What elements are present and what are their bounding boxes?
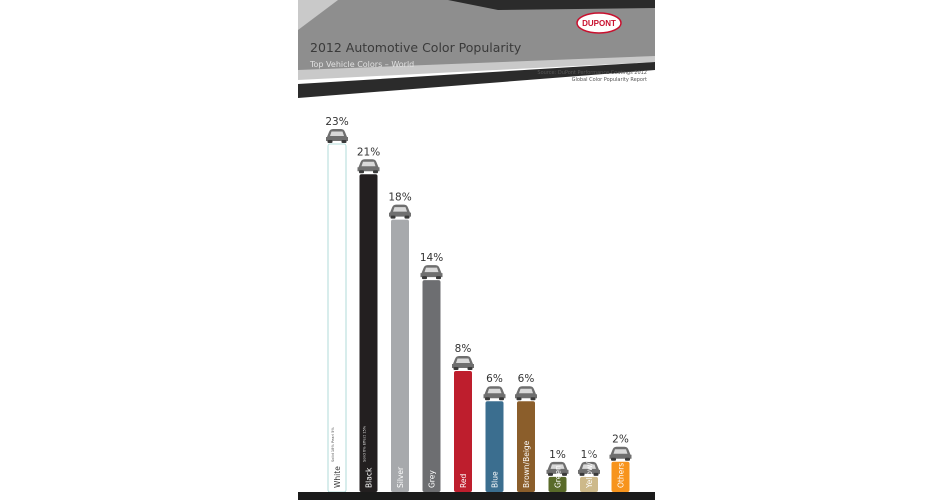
car-icon: [609, 446, 632, 461]
bar-yellow-gold: [580, 476, 598, 492]
category-label: Grey: [428, 470, 437, 488]
value-label: 2%: [612, 434, 629, 446]
car-windshield: [393, 207, 407, 212]
finish-breakdown-label: Solid 6% Effect 15%: [363, 425, 367, 462]
value-label: 14%: [420, 252, 443, 264]
car-wheel: [530, 397, 536, 401]
car-wheel: [436, 276, 441, 280]
category-label: Red: [459, 474, 468, 488]
category-label: Green: [554, 465, 563, 488]
category-label: Black: [365, 467, 374, 488]
footer-bar: [298, 492, 655, 500]
car-icon: [546, 461, 569, 476]
bar-white: [327, 143, 347, 493]
chart-title: 2012 Automotive Color Popularity: [310, 40, 522, 55]
logo-oval: [576, 12, 622, 34]
car-windshield: [550, 464, 565, 469]
value-label: 8%: [455, 343, 472, 355]
car-icon: [326, 129, 348, 144]
car-wheel: [453, 366, 459, 370]
bar-grey: [422, 280, 441, 492]
finish-breakdown-label: Solid 18% Pearl 5%: [331, 427, 335, 462]
car-wheel: [593, 472, 599, 476]
car-icon: [515, 386, 537, 401]
car-wheel: [548, 472, 553, 476]
category-label: Yellow/Gold: [585, 445, 594, 489]
category-label: Silver: [396, 466, 405, 488]
logo-text: DUPONT: [582, 19, 616, 28]
bar-silver: [391, 219, 409, 492]
chart-subtitle: Top Vehicle Colors – World: [310, 60, 415, 69]
value-label: 18%: [388, 192, 411, 204]
header-banner: [298, 0, 655, 98]
car-icon: [389, 204, 411, 219]
car-wheel: [404, 215, 410, 219]
car-wheel: [499, 397, 504, 401]
car-wheel: [485, 397, 490, 401]
header-grey-band: [298, 0, 655, 70]
value-label: 1%: [549, 449, 566, 461]
header-top-dark: [448, 0, 655, 10]
car-windshield: [456, 358, 470, 363]
car-windshield: [424, 267, 439, 273]
source-note: Source: DuPont Performance Coatings 2012…: [537, 70, 647, 83]
car-icon: [578, 461, 600, 476]
dupont-logo: DUPONT: [576, 12, 622, 34]
category-label: White: [333, 466, 342, 488]
car-wheel: [327, 140, 333, 144]
value-label: 23%: [325, 116, 348, 128]
car-wheel: [373, 170, 378, 174]
car-icon: [420, 265, 443, 280]
car-icon: [357, 159, 380, 174]
car-wheel: [516, 397, 522, 401]
bar-others: [611, 461, 630, 492]
car-icon: [452, 355, 474, 370]
car-icon: [483, 386, 506, 401]
infographic-poster: 2012 Automotive Color Popularity Top Veh…: [298, 0, 655, 500]
car-wheel: [422, 276, 427, 280]
car-wheel: [467, 366, 473, 370]
bar-chart: 23% White Solid 18% Pearl 5% 21% Black Solid …: [325, 116, 632, 493]
value-label: 6%: [486, 373, 503, 385]
value-label: 21%: [357, 146, 380, 158]
car-wheel: [359, 170, 364, 174]
category-label: Blue: [491, 471, 500, 488]
value-label: 1%: [581, 449, 598, 461]
bar-red: [454, 370, 472, 492]
category-label: Others: [617, 463, 626, 488]
car-windshield: [361, 161, 376, 167]
car-wheel: [611, 457, 616, 461]
car-wheel: [341, 140, 347, 144]
car-wheel: [562, 472, 567, 476]
bar-blue: [485, 401, 504, 492]
bar-black: [359, 174, 378, 492]
car-windshield: [519, 388, 533, 394]
car-windshield: [487, 388, 502, 394]
car-wheel: [625, 457, 630, 461]
value-label: 6%: [518, 373, 535, 385]
car-wheel: [390, 215, 396, 219]
car-windshield: [613, 449, 628, 454]
bar-green: [548, 476, 567, 492]
category-label: Brown/Beige: [522, 440, 531, 488]
car-windshield: [330, 131, 344, 137]
car-wheel: [579, 472, 585, 476]
car-windshield: [582, 464, 596, 469]
header-dark-band: [298, 62, 655, 98]
bar-brown-beige: [517, 401, 535, 492]
